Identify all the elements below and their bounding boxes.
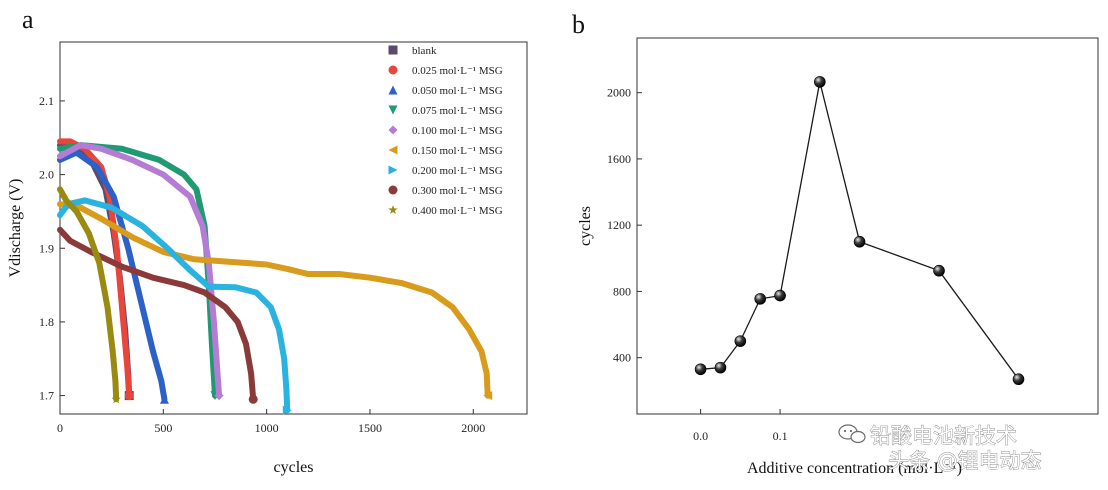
chart-a-endpoint-marker: [159, 394, 169, 404]
chart-a-legend-label: 0.300 mol·L⁻¹ MSG: [412, 185, 503, 197]
chart-a-legend-marker: [388, 165, 398, 175]
chart-a-legend-marker: [388, 205, 398, 214]
chart-a-endpoint-marker: [483, 391, 493, 401]
chart-a-xtick-label: 1000: [255, 421, 279, 435]
chart-a-legend-marker: [388, 125, 398, 135]
chart-a-xtick-label: 2000: [461, 421, 485, 435]
chart-a-series: [57, 186, 121, 404]
chart-a-series: [57, 138, 134, 401]
chart-a-legend-label: 0.075 mol·L⁻¹ MSG: [412, 105, 503, 117]
panel-b-letter: b: [572, 10, 585, 39]
chart-b-data-point: [933, 264, 945, 277]
chart-a-legend-label: 0.050 mol·L⁻¹ MSG: [412, 85, 503, 97]
chart-a-legend-label: 0.025 mol·L⁻¹ MSG: [412, 65, 503, 77]
chart-a-legend-label: blank: [412, 45, 437, 57]
chart-b-data-point: [814, 76, 826, 88]
chart-b-ytick-label: 800: [613, 284, 631, 298]
chart-a-series: [57, 142, 224, 401]
chart-a-ytick-label: 2.1: [39, 94, 54, 108]
chart-b-data-point: [1012, 373, 1025, 386]
chart-a-series-line: [57, 201, 491, 399]
chart-a-ylabel: Vdischarge (V): [7, 179, 24, 278]
chart-a-series-line: [57, 142, 223, 399]
chart-a-legend-label: 0.200 mol·L⁻¹ MSG: [412, 165, 503, 177]
chart-a-xtick-label: 0: [57, 421, 63, 435]
chart-b-data-point: [754, 293, 766, 305]
chart-a-xlabel: cycles: [274, 459, 314, 476]
chart-a-series: [57, 149, 169, 404]
chart-b-data-point: [853, 235, 866, 248]
chart-b-ylabel: cycles: [577, 206, 594, 246]
chart-b-frame: [636, 37, 1099, 415]
chart-a-endpoint-marker: [124, 391, 134, 401]
chart-a-legend-marker: [388, 45, 398, 55]
chart-a-legend-label: 0.400 mol·L⁻¹ MSG: [412, 205, 503, 217]
watermark: 铅酸电池新技术 头条 @锂电动态: [838, 424, 1042, 473]
chart-a-legend-marker: [388, 65, 398, 75]
chart-a-series-line: [57, 149, 168, 403]
chart-b-ytick-label: 400: [613, 351, 631, 365]
chart-a-endpoint-marker: [214, 391, 224, 401]
chart-a-legend-label: 0.150 mol·L⁻¹ MSG: [412, 145, 503, 157]
chart-a-series-line: [57, 197, 291, 414]
chart-a-endpoint-marker: [111, 394, 121, 404]
watermark-line-1: 铅酸电池新技术: [870, 424, 1017, 448]
chart-a-ytick-label: 2.0: [39, 168, 54, 182]
chart-a-legend-marker: [388, 185, 398, 195]
chart-b-data-point: [734, 335, 747, 347]
chart-a-series: [57, 197, 292, 415]
chart-a-legend-marker: [388, 145, 398, 155]
chart-a-xtick-label: 1500: [358, 421, 382, 435]
watermark-line-2: 头条 @锂电动态: [888, 449, 1042, 473]
panel-a-letter: a: [22, 5, 34, 34]
chart-a-ytick-label: 1.8: [39, 315, 54, 329]
chart-b-data-point: [774, 289, 786, 302]
chart-a-legend-label: 0.100 mol·L⁻¹ MSG: [412, 125, 503, 137]
chart-a-legend-marker: [388, 105, 398, 115]
chart-a-series-line: [57, 226, 257, 403]
chart-a-ytick-label: 1.7: [39, 389, 54, 403]
chart-b-xtick-label: 0.0: [693, 429, 708, 443]
chart-a-legend-marker: [388, 85, 398, 95]
chart-b: 0.0 0.1 400 800 1200 1600 2000 Additive concent…: [577, 37, 1099, 477]
chart-b-series-line: [700, 81, 1020, 380]
chart-b-xtick-label: 0.1: [773, 429, 788, 443]
chart-b-ytick-label: 2000: [607, 86, 631, 100]
chart-b-data-point: [694, 363, 707, 376]
chart-a-series: [57, 226, 258, 404]
chart-b-ytick-label: 1600: [607, 152, 631, 166]
chart-a-ytick-label: 1.9: [39, 241, 54, 255]
chart-a-series: [57, 201, 493, 401]
chart-b-xlabel: Additive concentration (mol·L⁻¹): [747, 460, 962, 477]
chart-a-series: [57, 142, 134, 401]
chart-b-ytick-label: 1200: [607, 218, 631, 232]
chart-a: 0 500 1000 1500 2000 1.7 1.8 1.9 2.0 2.1 cycles Vdi…: [7, 41, 528, 476]
chart-a-endpoint-marker: [282, 405, 292, 415]
chart-a-series-line: [57, 186, 120, 403]
chart-a-endpoint-marker: [248, 394, 258, 404]
chart-a-xtick-label: 500: [154, 421, 172, 435]
chart-b-data-point: [714, 361, 727, 374]
watermark-logo-icon: [838, 424, 866, 444]
